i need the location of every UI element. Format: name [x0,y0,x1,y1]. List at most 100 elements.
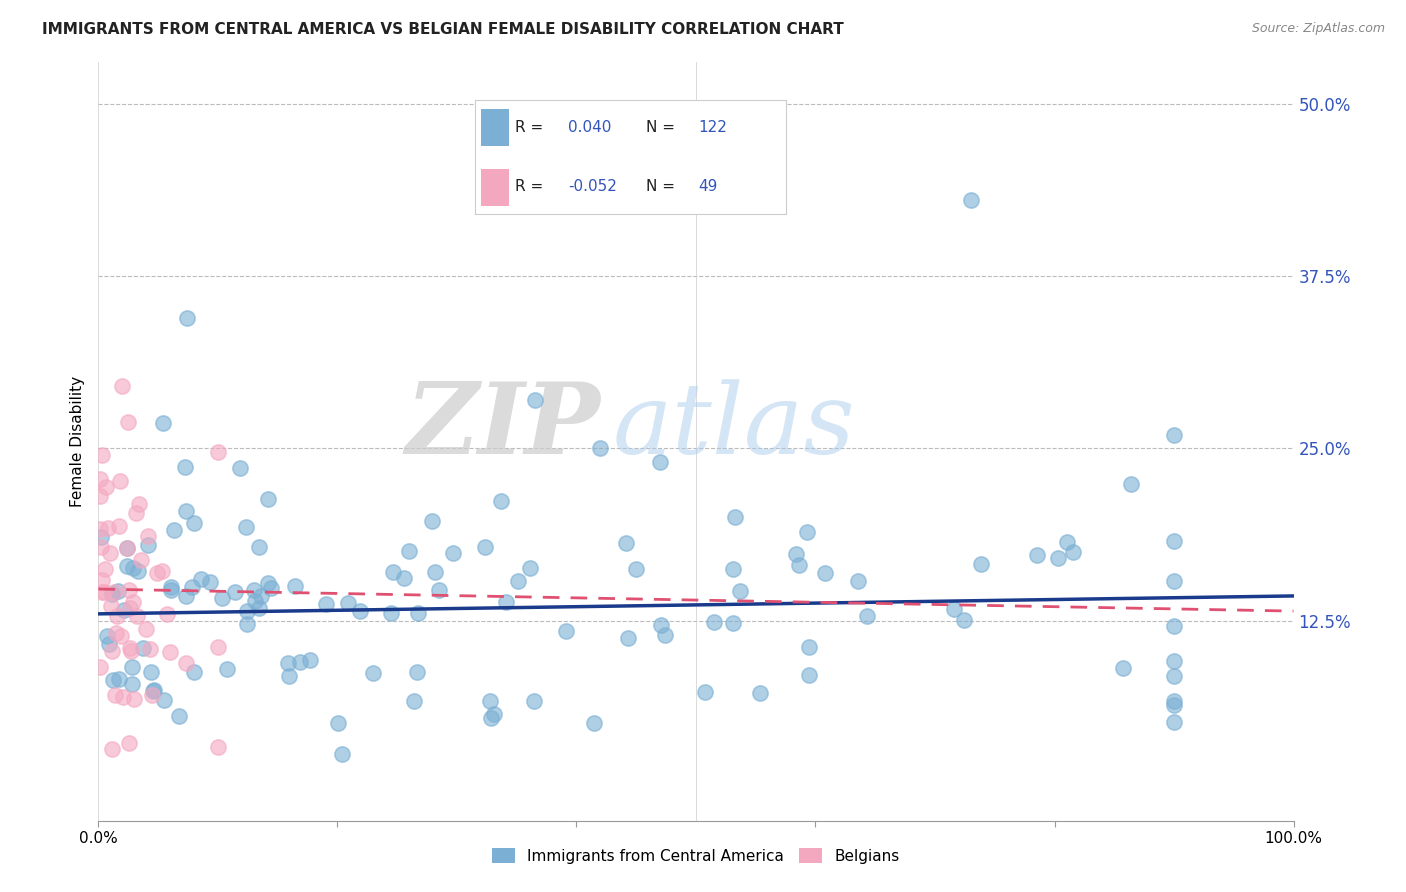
Point [474,540,496,554]
Point [110,629,132,643]
Text: IMMIGRANTS FROM CENTRAL AMERICA VS BELGIAN FEMALE DISABILITY CORRELATION CHART: IMMIGRANTS FROM CENTRAL AMERICA VS BELGI… [42,22,844,37]
Point [330,747,353,761]
Point [1163,574,1185,588]
Point [108,519,131,533]
Point [90,540,112,554]
Point [482,707,505,722]
Point [190,572,212,586]
Point [183,516,205,530]
Point [349,604,371,618]
Point [624,562,647,576]
Point [554,624,576,638]
Point [404,694,426,708]
Point [98,637,121,651]
Point [103,673,125,687]
Point [117,541,139,555]
Point [427,583,450,598]
Point [217,662,239,676]
Point [90,531,112,545]
Point [121,677,143,691]
Point [97,521,120,535]
Point [96,629,118,643]
Point [856,608,879,623]
Point [479,693,502,707]
Point [120,640,142,655]
Point [1112,661,1135,675]
Point [104,688,127,702]
Point [489,493,512,508]
Point [167,709,190,723]
Point [117,415,139,429]
Point [98,546,121,560]
Point [236,616,259,631]
Point [94,562,117,576]
Point [156,607,179,622]
Point [363,665,385,680]
Point [159,645,181,659]
Point [101,587,124,601]
Point [796,524,818,539]
Point [799,640,821,654]
Point [207,739,229,754]
Point [141,688,163,702]
Point [787,558,810,572]
Point [112,603,135,617]
Point [120,643,142,657]
Point [650,455,672,469]
Point [614,536,637,550]
Point [247,541,270,555]
Point [1056,535,1078,549]
Point [408,606,430,620]
Point [1163,669,1185,683]
Point [94,480,117,494]
Legend: Immigrants from Central America, Belgians: Immigrants from Central America, Belgian… [486,842,905,870]
Point [131,552,153,566]
Point [749,686,772,700]
Point [125,506,148,520]
Point [160,580,183,594]
Point [583,716,606,731]
Point [174,590,197,604]
Point [1047,551,1070,566]
Point [1163,694,1185,708]
Point [398,543,420,558]
Point [479,711,502,725]
Point [942,601,965,615]
Point [814,566,837,580]
Point [181,580,204,594]
Point [111,379,134,393]
Point [128,497,150,511]
Point [508,574,530,588]
Point [299,653,322,667]
Point [730,583,752,598]
Point [249,589,271,603]
Point [107,584,129,599]
Point [235,520,257,534]
Point [91,584,114,599]
Point [247,601,270,615]
Point [100,644,122,658]
Point [260,581,283,595]
Point [256,491,278,506]
Point [423,565,446,579]
Point [118,600,141,615]
Point [650,618,672,632]
Point [284,579,307,593]
Text: Source: ZipAtlas.com: Source: ZipAtlas.com [1251,22,1385,36]
Point [136,538,159,552]
Point [315,597,337,611]
Point [176,503,198,517]
Point [328,716,350,731]
Point [1121,476,1143,491]
Point [290,655,312,669]
Point [495,595,517,609]
Point [152,693,174,707]
Point [163,523,186,537]
Point [277,656,299,670]
Point [654,628,676,642]
Point [91,448,114,462]
Point [721,562,744,576]
Point [115,541,138,555]
Point [211,591,233,605]
Point [617,631,640,645]
